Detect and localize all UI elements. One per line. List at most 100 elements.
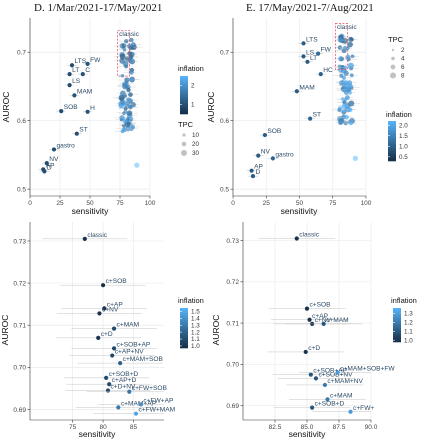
colorbar-segment	[388, 149, 396, 152]
classic-label: classic	[337, 24, 357, 31]
colorbar-segment	[388, 144, 396, 147]
point-marker	[42, 169, 47, 174]
colorbar-tick-label: 1	[191, 102, 195, 109]
point-marker	[348, 409, 353, 414]
data-point: c+AP	[271, 313, 348, 322]
point-marker	[256, 153, 261, 158]
point-label: c+FW+	[353, 405, 374, 412]
cluster-point	[129, 37, 134, 43]
data-point: MAM	[69, 88, 92, 98]
y-tick-label: 0.71	[13, 323, 26, 330]
y-tick-label: 0.69	[13, 407, 26, 414]
data-point: c+MAM+NV	[286, 378, 364, 388]
colorbar-segment	[180, 102, 188, 105]
point-label: c+FW+SOB	[132, 385, 168, 392]
colorbar-segment	[180, 79, 188, 82]
y-tick-label: 0.72	[226, 279, 239, 286]
panel-f-ylabel: AUROC	[0, 315, 10, 346]
point-label: LTS	[75, 58, 87, 65]
cluster-point	[348, 100, 355, 107]
colorbar-segment	[393, 329, 401, 331]
cluster-point	[122, 47, 127, 52]
data-point: c+MAM+SOB	[77, 356, 164, 366]
panel-d-xlabel: sensitivity	[72, 206, 110, 216]
classic-highlight-box	[335, 23, 349, 70]
data-point: c+MAM	[285, 317, 363, 326]
data-point: classic	[42, 232, 128, 241]
colorbar-segment	[388, 126, 396, 128]
colorbar-tick-label: 1.1	[404, 328, 413, 335]
data-point: SOB	[259, 128, 282, 138]
data-point: c+D	[55, 331, 141, 340]
point-marker	[67, 82, 72, 88]
colorbar-tick-label: 1.0	[399, 143, 408, 150]
cluster-point	[131, 125, 135, 129]
point-marker	[102, 306, 107, 311]
colorbar-segment	[180, 90, 188, 93]
point-label: c+AP+D	[112, 377, 137, 384]
cluster-point	[337, 108, 342, 113]
point-marker	[74, 131, 79, 136]
colorbar-segment	[393, 330, 401, 333]
colorbar-tick-label: 1.1	[191, 336, 200, 343]
cluster-point	[128, 69, 134, 75]
point-label: c+SOB+AP	[313, 368, 347, 375]
point-marker	[138, 402, 143, 407]
point-marker	[316, 51, 321, 56]
point-marker	[104, 375, 109, 380]
point-marker	[249, 168, 254, 173]
colorbar-segment	[180, 336, 188, 339]
point-marker	[301, 41, 306, 46]
colorbar-tick-label: 1.2	[191, 329, 200, 336]
panel-e-legend-tpc-title: TPC	[388, 35, 404, 44]
combination-cluster	[330, 33, 360, 161]
point-label: SOB	[64, 104, 79, 111]
point-marker	[321, 321, 326, 326]
colorbar-segment	[393, 332, 401, 334]
tpc-size-label: 2	[401, 47, 405, 54]
colorbar-segment	[180, 110, 188, 113]
colorbar-segment	[180, 107, 188, 110]
point-label: MAM	[299, 84, 314, 91]
panel-f: 75 80 85 0.69 0.70 0.71 0.72 0.73 classic c+SOB c+…	[0, 222, 204, 439]
colorbar-segment	[180, 308, 188, 310]
colorbar-tick-label: 1.0	[404, 337, 413, 344]
tpc-size-label: 8	[401, 73, 405, 80]
y-tick-label: 0.70	[226, 362, 239, 369]
cluster-point	[130, 42, 136, 48]
point-label: C	[85, 67, 90, 74]
point-marker	[294, 89, 299, 94]
gridlines	[30, 222, 164, 420]
colorbar-segment	[180, 344, 188, 347]
cluster-point	[343, 70, 349, 76]
colorbar-segment	[393, 333, 401, 336]
data-point: c+SOB	[268, 302, 346, 311]
cluster-point	[344, 90, 349, 96]
panel-f-legend-inflation-title: inflation	[178, 296, 204, 305]
data-point: D	[247, 169, 260, 179]
point-label: c+SOB+AP	[117, 341, 151, 348]
data-point: LS	[298, 49, 315, 59]
colorbar-segment	[393, 326, 401, 329]
classic-highlight-box	[117, 29, 130, 77]
panel-g-marks: 82.5 85.0 87.5 90.0 0.69 0.70 0.71 0.72 0.73 clas…	[226, 222, 395, 431]
x-tick-label: 80	[99, 424, 107, 431]
colorbar-segment	[393, 336, 401, 339]
cluster-point	[128, 92, 133, 97]
data-point: c+FW+AP	[98, 397, 174, 407]
colorbar-segment	[393, 337, 401, 340]
point-label: c+NV	[102, 306, 119, 313]
point-label: gastro	[57, 142, 76, 149]
point-label: ST	[313, 112, 321, 119]
colorbar-tick-label: 1.2	[404, 320, 413, 327]
point-label: c+SOB	[106, 278, 128, 285]
cluster-point	[343, 45, 347, 50]
colorbar-segment	[180, 346, 188, 349]
point-label: c+SOB	[310, 302, 332, 309]
tpc-size-marker	[390, 64, 396, 70]
colorbar-tick-label: 1.3	[191, 322, 200, 329]
y-tick-label: 0.70	[13, 365, 26, 372]
data-point: c+AP+D	[66, 377, 152, 387]
point-marker	[133, 411, 139, 416]
colorbar-segment	[393, 322, 401, 324]
